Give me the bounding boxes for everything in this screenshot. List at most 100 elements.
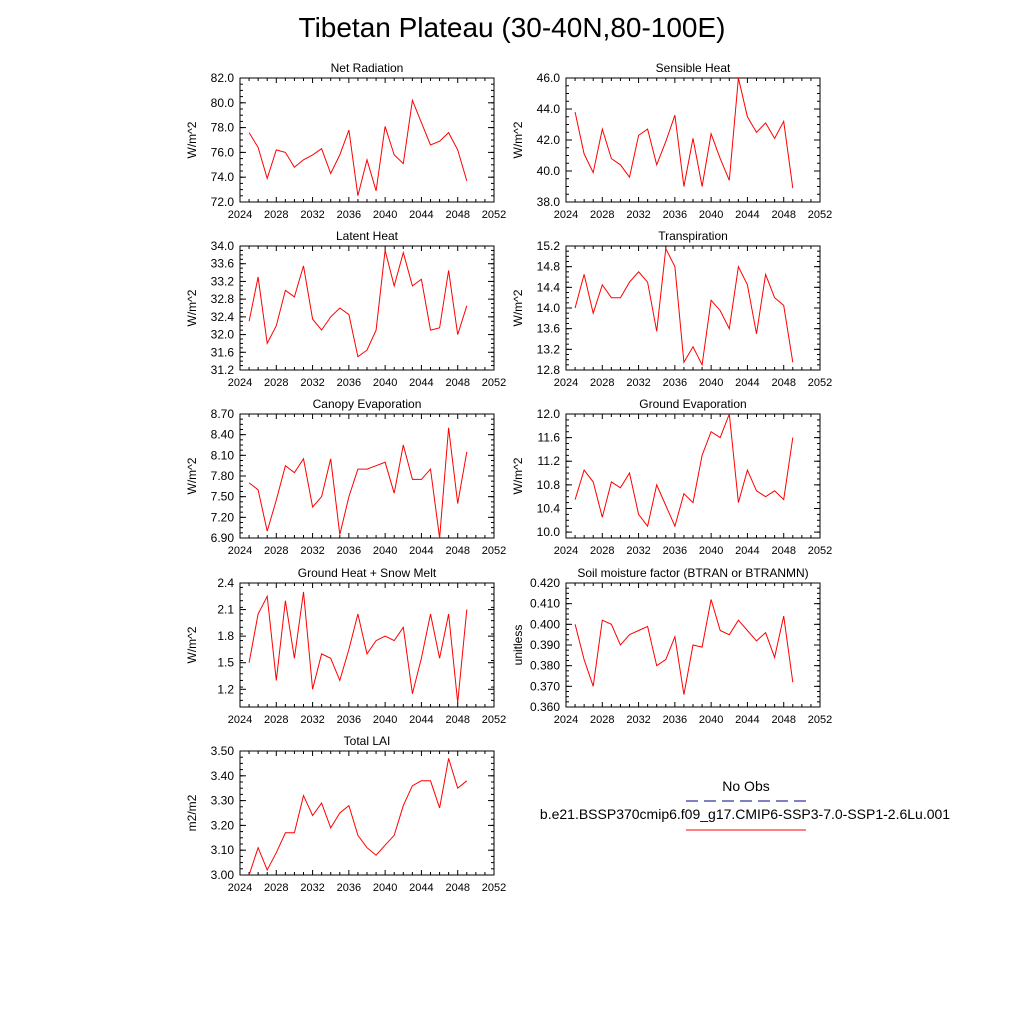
x-tick-label: 2032 <box>626 714 650 726</box>
y-tick-label: 1.8 <box>217 629 234 643</box>
y-tick-label: 78.0 <box>211 121 235 135</box>
x-tick-label: 2024 <box>554 209 578 221</box>
series-line <box>574 77 794 189</box>
y-tick-label: 31.6 <box>211 345 235 359</box>
panel-title: Transpiration <box>658 229 728 243</box>
plot-frame <box>565 245 821 371</box>
x-tick-label: 2048 <box>445 377 469 389</box>
x-tick-label: 2048 <box>771 714 795 726</box>
y-tick-label: 13.6 <box>537 322 561 336</box>
y-tick-label: 46.0 <box>537 71 561 85</box>
x-tick-label: 2024 <box>554 545 578 557</box>
x-tick-label: 2032 <box>626 209 650 221</box>
y-tick-label: 40.0 <box>537 164 561 178</box>
y-tick-label: 8.70 <box>211 407 235 421</box>
x-tick-label: 2024 <box>228 209 252 221</box>
x-tick-label: 2052 <box>808 377 832 389</box>
y-tick-label: 3.20 <box>211 818 235 832</box>
y-axis-label: W/m^2 <box>185 289 199 326</box>
x-tick-label: 2040 <box>373 545 397 557</box>
x-tick-label: 2028 <box>590 209 614 221</box>
x-tick-label: 2040 <box>373 714 397 726</box>
y-tick-label: 42.0 <box>537 133 561 147</box>
x-tick-label: 2024 <box>554 714 578 726</box>
x-tick-label: 2036 <box>337 882 361 894</box>
x-tick-label: 2024 <box>554 377 578 389</box>
series-line <box>248 427 468 539</box>
plot-frame <box>239 77 495 203</box>
panel-title: Soil moisture factor (BTRAN or BTRANMN) <box>577 566 808 580</box>
y-tick-label: 38.0 <box>537 195 561 209</box>
x-tick-label: 2032 <box>626 377 650 389</box>
panel-title: Ground Evaporation <box>639 397 746 411</box>
x-tick-label: 2028 <box>264 209 288 221</box>
x-tick-label: 2044 <box>735 545 759 557</box>
x-tick-label: 2044 <box>735 377 759 389</box>
x-tick-label: 2036 <box>663 377 687 389</box>
chart-panel: Ground Evaporation W/m^2 2024 2028 2032 2036 2… <box>511 397 832 557</box>
plot-frame <box>565 413 821 539</box>
y-tick-label: 0.410 <box>530 597 560 611</box>
y-tick-label: 0.360 <box>530 700 560 714</box>
x-tick-label: 2048 <box>445 714 469 726</box>
x-tick-label: 2044 <box>409 545 433 557</box>
x-tick-label: 2048 <box>771 209 795 221</box>
y-tick-label: 8.40 <box>211 428 235 442</box>
panel-title: Ground Heat + Snow Melt <box>298 566 437 580</box>
x-tick-label: 2052 <box>482 545 506 557</box>
y-axis-label: W/m^2 <box>511 121 525 158</box>
x-tick-label: 2048 <box>771 545 795 557</box>
x-tick-label: 2052 <box>808 209 832 221</box>
x-tick-label: 2028 <box>264 545 288 557</box>
y-tick-label: 7.80 <box>211 469 235 483</box>
chart-panel: Canopy Evaporation W/m^2 2024 2028 2032 2036 2… <box>185 397 506 557</box>
x-tick-label: 2028 <box>590 377 614 389</box>
x-tick-label: 2028 <box>264 882 288 894</box>
panel-title: Canopy Evaporation <box>313 397 422 411</box>
x-tick-label: 2040 <box>373 377 397 389</box>
x-tick-label: 2032 <box>300 882 324 894</box>
x-tick-label: 2036 <box>337 377 361 389</box>
y-tick-label: 6.90 <box>211 531 235 545</box>
y-tick-label: 3.00 <box>211 868 235 882</box>
chart-panel: Latent Heat W/m^2 2024 2028 2032 2036 2040 2044… <box>185 229 506 389</box>
series-line <box>248 98 468 196</box>
y-tick-label: 0.390 <box>530 638 560 652</box>
y-tick-label: 13.2 <box>537 342 561 356</box>
x-tick-label: 2036 <box>337 545 361 557</box>
y-tick-label: 32.4 <box>211 310 235 324</box>
legend-obs-label: No Obs <box>722 778 770 794</box>
x-tick-label: 2052 <box>808 545 832 557</box>
series-line <box>574 413 794 528</box>
x-tick-label: 2028 <box>264 714 288 726</box>
x-tick-label: 2032 <box>300 714 324 726</box>
x-tick-label: 2036 <box>663 545 687 557</box>
x-tick-label: 2036 <box>663 714 687 726</box>
x-tick-label: 2048 <box>445 545 469 557</box>
y-tick-label: 11.2 <box>538 454 561 468</box>
y-tick-label: 14.8 <box>537 260 561 274</box>
x-tick-label: 2052 <box>482 209 506 221</box>
y-tick-label: 0.380 <box>530 659 560 673</box>
x-tick-label: 2040 <box>699 377 723 389</box>
x-tick-label: 2028 <box>590 545 614 557</box>
y-tick-label: 1.5 <box>217 656 234 670</box>
series-line <box>248 250 468 358</box>
x-tick-label: 2036 <box>663 209 687 221</box>
x-tick-label: 2048 <box>771 377 795 389</box>
chart-panel: Transpiration W/m^2 2024 2028 2032 2036 2040 20… <box>511 229 832 389</box>
x-tick-label: 2044 <box>409 882 433 894</box>
y-tick-label: 82.0 <box>211 71 235 85</box>
y-tick-label: 2.1 <box>217 603 234 617</box>
x-tick-label: 2044 <box>735 714 759 726</box>
x-tick-label: 2040 <box>373 882 397 894</box>
legend-model-label: b.e21.BSSP370cmip6.f09_g17.CMIP6-SSP3-7.… <box>539 806 951 822</box>
y-tick-label: 7.50 <box>211 490 235 504</box>
y-tick-label: 14.0 <box>537 301 561 315</box>
x-tick-label: 2024 <box>228 377 252 389</box>
y-tick-label: 10.0 <box>537 525 561 539</box>
x-tick-label: 2052 <box>482 882 506 894</box>
y-tick-label: 8.10 <box>211 448 235 462</box>
x-tick-label: 2044 <box>735 209 759 221</box>
